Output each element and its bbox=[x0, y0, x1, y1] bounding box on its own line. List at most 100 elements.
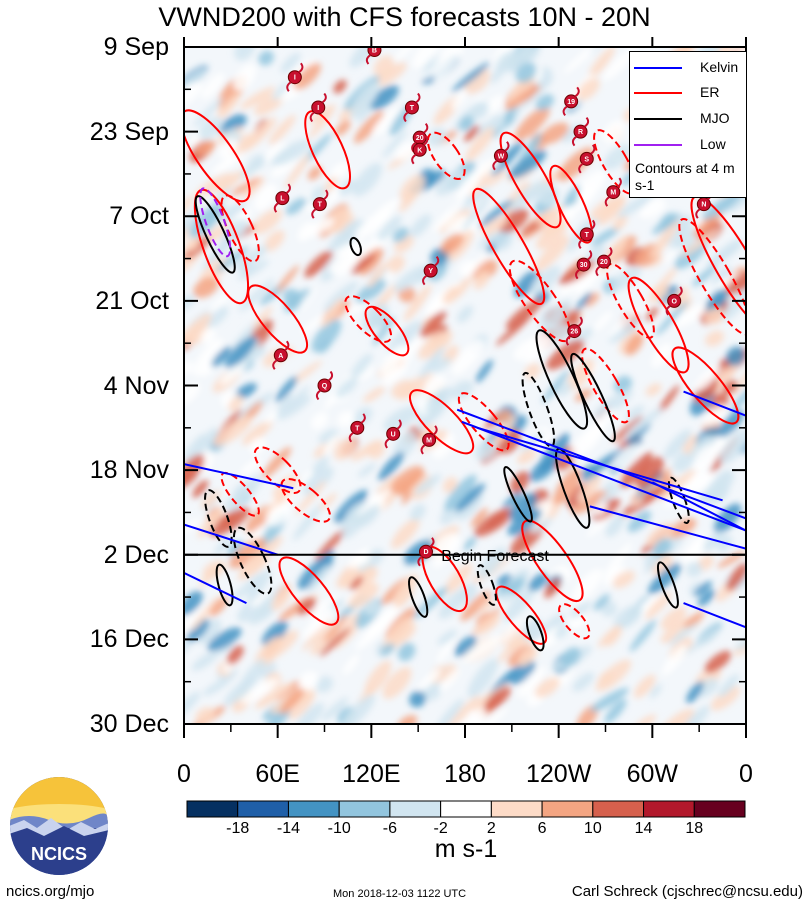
colorbar-label: -2 bbox=[433, 820, 448, 837]
heat-cell bbox=[536, 221, 567, 250]
heat-cell bbox=[431, 357, 451, 373]
heat-cell bbox=[409, 691, 426, 708]
heat-cell bbox=[505, 298, 543, 330]
heat-cell bbox=[261, 621, 288, 647]
x-tick-label: 60E bbox=[255, 760, 300, 788]
heat-cell bbox=[323, 615, 348, 643]
heat-cell bbox=[611, 444, 644, 470]
heat-cell bbox=[620, 452, 653, 489]
heat-cell bbox=[470, 707, 509, 724]
ncics-logo: NCICS bbox=[9, 776, 109, 876]
heat-cell bbox=[649, 683, 662, 699]
heat-cell bbox=[459, 115, 475, 131]
heat-cell bbox=[295, 480, 327, 515]
heat-cell bbox=[657, 384, 680, 414]
heat-cell bbox=[673, 450, 695, 472]
heat-cell bbox=[315, 676, 334, 693]
heat-cell bbox=[337, 411, 355, 427]
y-tick-label: 4 Nov bbox=[103, 371, 169, 400]
heat-cell bbox=[298, 671, 319, 691]
colorbar-swatch bbox=[643, 800, 695, 818]
colorbar-swatch bbox=[186, 800, 239, 818]
x-tick-label: 0 bbox=[739, 760, 753, 788]
heat-cell bbox=[576, 78, 600, 101]
heat-cell bbox=[593, 593, 610, 611]
heat-cell bbox=[399, 174, 426, 202]
colorbar-swatch bbox=[490, 800, 543, 818]
heat-cell bbox=[300, 314, 325, 335]
heat-cell bbox=[195, 173, 233, 197]
heat-cell bbox=[392, 227, 409, 243]
x-tick-label: 180 bbox=[444, 760, 486, 788]
heat-cell bbox=[342, 654, 360, 675]
heat-cell bbox=[719, 429, 746, 464]
contour bbox=[476, 564, 497, 606]
x-tick-label: 120W bbox=[526, 760, 592, 788]
heat-cell bbox=[527, 332, 549, 351]
heat-cell bbox=[539, 433, 570, 472]
heat-cell bbox=[468, 101, 489, 119]
heat-cell bbox=[603, 565, 626, 586]
storm-marker: 19 bbox=[562, 86, 580, 117]
heat-cell bbox=[692, 265, 717, 287]
heat-cell bbox=[207, 627, 242, 652]
heat-cell bbox=[681, 227, 720, 257]
heat-cell bbox=[629, 619, 657, 652]
heat-cell bbox=[575, 266, 601, 295]
heat-cell bbox=[694, 377, 719, 403]
heat-cell bbox=[414, 474, 442, 495]
heat-cell bbox=[397, 642, 416, 662]
heat-cell bbox=[531, 266, 561, 295]
storm-marker: M bbox=[604, 177, 622, 207]
heat-cell bbox=[597, 196, 626, 226]
storm-marker: S bbox=[578, 144, 596, 174]
heat-cell bbox=[435, 698, 465, 724]
heat-cell bbox=[467, 658, 499, 698]
heat-cell bbox=[258, 50, 274, 66]
heat-cell bbox=[277, 395, 312, 420]
heat-cell bbox=[240, 86, 276, 110]
heat-cell bbox=[184, 81, 203, 109]
legend-label-mjo: MJO bbox=[700, 110, 730, 126]
heat-cell bbox=[310, 411, 329, 430]
heat-cell bbox=[195, 140, 214, 155]
heat-cell bbox=[626, 407, 663, 437]
heat-cell bbox=[363, 598, 380, 616]
heat-cell bbox=[330, 162, 350, 179]
heat-cell bbox=[639, 198, 666, 219]
heat-cell bbox=[298, 288, 317, 312]
heat-cell bbox=[514, 106, 550, 141]
heat-cell bbox=[574, 389, 592, 402]
heat-cell bbox=[341, 219, 364, 239]
heat-cell bbox=[209, 293, 230, 314]
contour bbox=[215, 563, 234, 607]
heat-cell bbox=[187, 618, 210, 642]
heat-cell bbox=[435, 169, 466, 196]
heat-cell bbox=[333, 79, 347, 94]
heat-cell bbox=[418, 668, 442, 692]
heat-cell bbox=[318, 428, 338, 444]
heat-cell bbox=[250, 591, 271, 608]
heat-cell bbox=[647, 254, 664, 267]
heat-cell bbox=[444, 563, 473, 594]
heat-cell bbox=[451, 62, 490, 93]
heat-cell bbox=[214, 416, 253, 446]
heat-cell bbox=[475, 359, 494, 383]
heat-cell bbox=[288, 691, 315, 720]
storm-label: 20 bbox=[416, 135, 424, 142]
storm-label: L bbox=[280, 196, 285, 203]
heat-cell bbox=[367, 261, 389, 288]
storm-label: I bbox=[294, 75, 296, 82]
heat-cell bbox=[429, 264, 447, 282]
heat-cell bbox=[190, 595, 221, 632]
heat-cell bbox=[439, 668, 461, 692]
heat-cell bbox=[470, 507, 488, 528]
heat-cell bbox=[501, 618, 521, 643]
heat-cell bbox=[209, 596, 228, 617]
legend-swatch-mjo bbox=[634, 118, 682, 120]
heat-cell bbox=[463, 536, 477, 551]
heat-cell bbox=[528, 573, 548, 592]
storm-marker: B bbox=[365, 47, 382, 65]
heat-cell bbox=[432, 537, 461, 569]
heat-cell bbox=[249, 437, 266, 455]
